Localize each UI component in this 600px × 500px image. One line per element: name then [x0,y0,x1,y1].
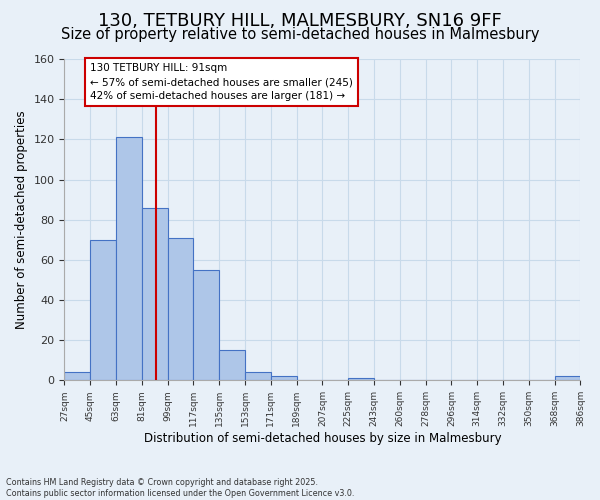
Text: 130, TETBURY HILL, MALMESBURY, SN16 9FF: 130, TETBURY HILL, MALMESBURY, SN16 9FF [98,12,502,30]
Bar [167,238,193,380]
Text: Size of property relative to semi-detached houses in Malmesbury: Size of property relative to semi-detach… [61,28,539,42]
Text: Contains HM Land Registry data © Crown copyright and database right 2025.
Contai: Contains HM Land Registry data © Crown c… [6,478,355,498]
Bar [271,376,296,380]
X-axis label: Distribution of semi-detached houses by size in Malmesbury: Distribution of semi-detached houses by … [143,432,501,445]
Y-axis label: Number of semi-detached properties: Number of semi-detached properties [15,110,28,329]
Text: 130 TETBURY HILL: 91sqm
← 57% of semi-detached houses are smaller (245)
42% of s: 130 TETBURY HILL: 91sqm ← 57% of semi-de… [90,63,353,101]
Bar [142,208,167,380]
Bar [554,376,580,380]
Bar [90,240,116,380]
Bar [116,138,142,380]
Bar [348,378,374,380]
Bar [245,372,271,380]
Bar [219,350,245,380]
Bar [193,270,219,380]
Bar [64,372,90,380]
